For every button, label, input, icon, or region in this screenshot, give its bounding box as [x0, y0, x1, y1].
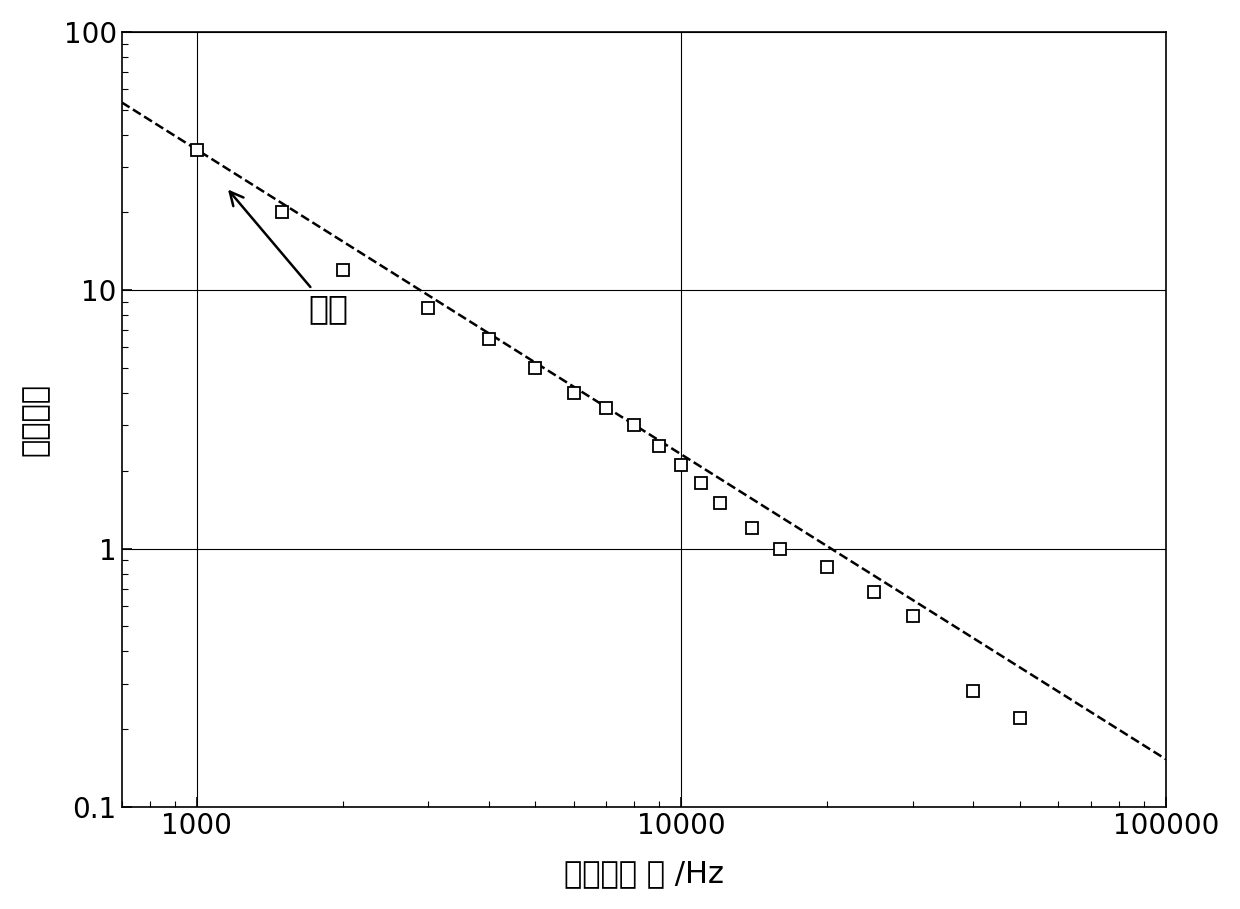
- X-axis label: 傅里叶频 率 /Hz: 傅里叶频 率 /Hz: [564, 859, 724, 888]
- Y-axis label: 相对响应: 相对响应: [21, 383, 50, 455]
- Text: 拟合: 拟合: [229, 192, 348, 325]
